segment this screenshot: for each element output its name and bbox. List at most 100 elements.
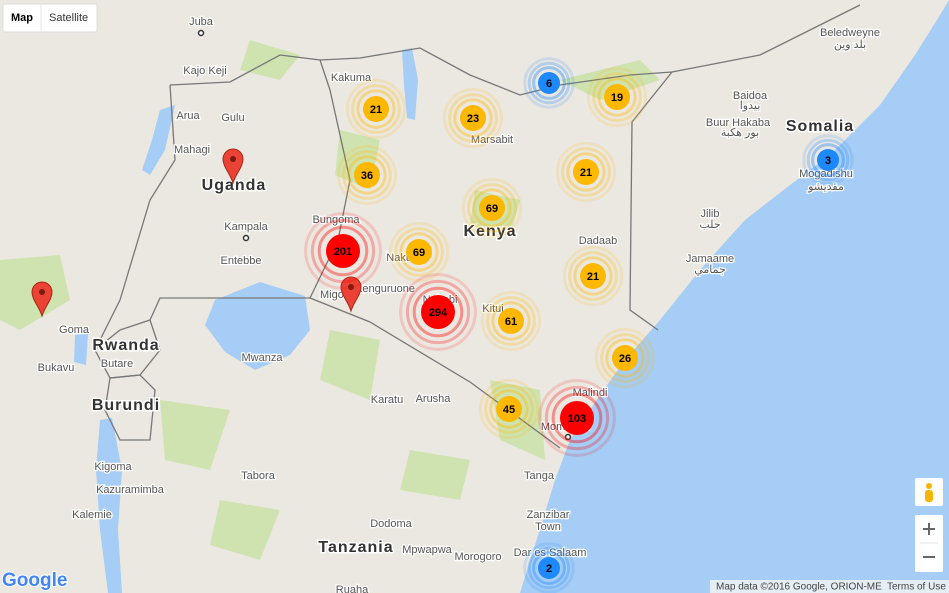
cluster-ring	[399, 232, 439, 272]
cluster-ring	[523, 542, 575, 593]
cluster[interactable]: 69	[461, 177, 523, 239]
marker-pin[interactable]	[31, 281, 53, 318]
country-label: Somalia	[786, 118, 854, 135]
cluster-ring	[399, 273, 477, 351]
place-label: Dar es Salaam	[514, 547, 587, 559]
cluster-core	[612, 345, 638, 371]
place-label: Mogadishu	[799, 168, 853, 180]
place-label: Jilib	[701, 208, 720, 220]
marker-dot	[230, 156, 236, 162]
clusters: 21 23 6 19 36 21 69 201 69 21 294 61 26 45 103 3 2	[304, 57, 854, 593]
cluster-ring	[811, 143, 845, 177]
place-label: Zanzibar	[527, 509, 570, 521]
cluster-count: 21	[580, 167, 592, 179]
place-label: Kenguruone	[355, 283, 415, 295]
country-label: Tanzania	[318, 539, 393, 556]
terms-link[interactable]: Terms of Use	[887, 582, 946, 593]
cluster-ring	[412, 286, 464, 338]
cluster-count: 36	[361, 170, 373, 182]
place-label: Kajo Keji	[183, 65, 226, 77]
cluster-core	[460, 105, 486, 131]
cluster-core	[580, 263, 606, 289]
cluster-count: 2	[546, 563, 552, 575]
google-logo[interactable]: Google	[1, 569, 68, 592]
cluster[interactable]: 201	[304, 212, 382, 290]
cluster-ring	[573, 256, 613, 296]
cluster-ring	[486, 296, 536, 346]
cluster[interactable]: 26	[594, 327, 656, 389]
place-label: Beledweyne	[820, 27, 880, 39]
cluster-ring	[342, 150, 392, 200]
cluster[interactable]: 61	[480, 290, 542, 352]
cluster-core	[354, 162, 380, 188]
cluster[interactable]: 19	[586, 66, 648, 128]
cluster-ring	[538, 379, 616, 457]
place-label: Kalemie	[72, 509, 112, 521]
place-label: Bungoma	[312, 214, 360, 226]
cluster-ring	[310, 218, 376, 284]
cluster[interactable]: 294	[399, 273, 477, 351]
place-label: Kazuramimba	[96, 484, 165, 496]
cluster[interactable]: 23	[442, 87, 504, 149]
cluster-count: 61	[505, 316, 517, 328]
place-label: Dadaab	[579, 235, 618, 247]
cluster-ring	[345, 78, 407, 140]
cluster-core	[421, 295, 455, 329]
city-dot	[564, 433, 572, 441]
cluster-ring	[555, 141, 617, 203]
country-label: Kenya	[463, 223, 516, 240]
cluster-core	[496, 396, 522, 422]
place-label: Tabora	[241, 470, 276, 482]
pegman-control[interactable]	[915, 478, 943, 506]
cluster-ring	[480, 290, 542, 352]
place-label: Mwanza	[242, 352, 284, 364]
cluster-count: 19	[611, 92, 623, 104]
marker-dot	[39, 289, 45, 295]
zoom-in[interactable]	[923, 523, 935, 535]
map-button[interactable]: Map	[11, 12, 33, 24]
place-label: Mahagi	[174, 144, 210, 156]
cluster-ring	[467, 183, 517, 233]
cluster-count: 21	[370, 104, 382, 116]
place-label: Kakuma	[331, 72, 372, 84]
cluster-count: 69	[486, 203, 498, 215]
place-label: Kigoma	[94, 461, 132, 473]
place-label: مقديشو	[807, 181, 844, 193]
place-label: Buur Hakaba	[706, 117, 771, 129]
place-label: Jamaame	[686, 253, 734, 265]
place-label: Morogoro	[454, 551, 501, 563]
cluster-ring	[566, 152, 606, 192]
cluster-ring	[802, 134, 854, 186]
cluster-ring	[527, 546, 571, 590]
cluster-ring	[356, 89, 396, 129]
cluster-ring	[442, 87, 504, 149]
cluster[interactable]: 69	[388, 221, 450, 283]
cluster[interactable]: 103	[538, 379, 616, 457]
cluster-ring	[336, 144, 398, 206]
cluster-ring	[491, 301, 531, 341]
cluster[interactable]: 21	[345, 78, 407, 140]
cluster[interactable]: 3	[802, 134, 854, 186]
cluster[interactable]: 6	[523, 57, 575, 109]
cluster-ring	[551, 392, 603, 444]
cluster[interactable]: 36	[336, 144, 398, 206]
marker-pin[interactable]	[340, 276, 362, 313]
cluster-ring	[544, 385, 610, 451]
cluster[interactable]: 21	[555, 141, 617, 203]
satellite-button[interactable]: Satellite	[49, 12, 88, 24]
cluster-ring	[562, 245, 624, 307]
place-label: Marsabit	[471, 134, 513, 146]
place-label: بيدوا	[740, 100, 761, 112]
place-label: جلب	[699, 219, 720, 231]
cluster-ring	[453, 98, 493, 138]
cluster[interactable]: 45	[478, 378, 540, 440]
cluster[interactable]: 2	[523, 542, 575, 593]
place-label: Karatu	[371, 394, 403, 406]
cluster-ring	[489, 389, 529, 429]
cluster-count: 21	[587, 271, 599, 283]
cluster[interactable]: 21	[562, 245, 624, 307]
cluster-core	[363, 96, 389, 122]
marker-pin[interactable]	[222, 148, 244, 185]
cluster-ring	[597, 77, 637, 117]
